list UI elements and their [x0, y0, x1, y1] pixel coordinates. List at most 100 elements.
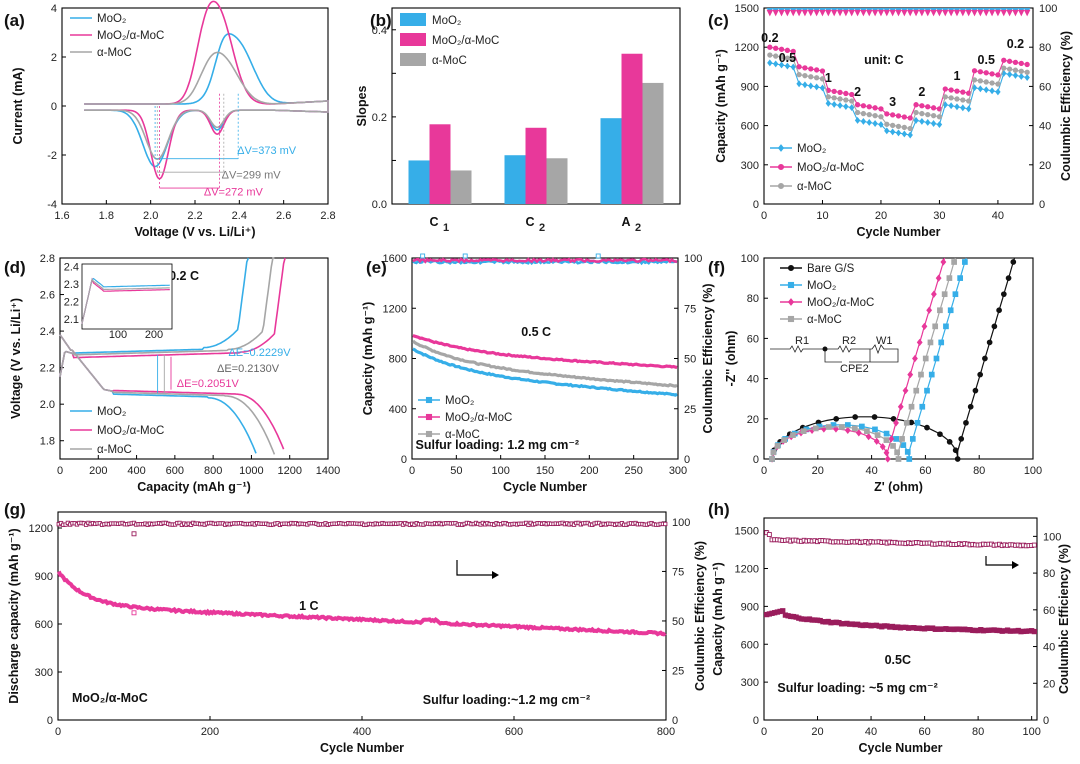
rate-point-comp [890, 112, 896, 118]
annotation-dv-moo2: ΔV=373 mV [237, 145, 297, 157]
nyquist-point-comp [844, 426, 851, 434]
unit-note: unit: C [864, 53, 904, 67]
rate-point-moo2 [884, 127, 890, 135]
y-right-tick-label: 25 [684, 404, 696, 416]
y-right-tick-label: 40 [1039, 121, 1051, 133]
y-right-axis-label: Coulumbic Efficiency (%) [701, 283, 715, 433]
x-tick-label: 800 [657, 726, 675, 738]
axis-arrowhead-g [492, 571, 499, 579]
y-right-tick-label: 0 [1039, 199, 1045, 211]
rate-point-comp [925, 104, 931, 110]
circuit-label: R1 [795, 335, 809, 347]
rate-point-comp [1018, 60, 1024, 67]
x-tick-label: 1400 [316, 465, 340, 477]
rate-label: 1 [825, 71, 832, 85]
rate-point-comp [1006, 58, 1013, 64]
charge-curve-moc [59, 257, 275, 377]
ce-point-comp [830, 9, 838, 17]
rate-point-moc [930, 113, 937, 119]
rate-point-moc [837, 96, 843, 102]
rate-point-moo2 [889, 128, 896, 136]
rate-point-comp [901, 114, 907, 120]
inset-frame [81, 263, 173, 330]
x-tick-label: 50 [450, 465, 462, 477]
nyquist-point-bare [958, 436, 965, 442]
ce-point-comp [795, 9, 803, 17]
nyquist-point-bare [963, 419, 969, 426]
panel-label: (g) [4, 500, 26, 519]
nyquist-point-bare [924, 424, 930, 431]
ce-point-comp [930, 9, 937, 17]
panel-d: 0 200 400 600 800 1000 1200 1400 1.8 2.0 2.2 2.4 2.6… [4, 253, 340, 494]
bar-1-0 [504, 155, 526, 204]
y-axis-label: Capacity (mAh g⁻¹) [361, 302, 375, 416]
category-subscript: 1 [443, 222, 449, 234]
y-tick-label: 100 [741, 253, 759, 265]
rate-label-g: 1 C [299, 599, 318, 613]
nyquist-point-moo2 [900, 442, 907, 448]
charge-curve-comp [59, 257, 286, 377]
nyquist-point-comp [884, 455, 891, 463]
ce-point-comp [842, 9, 850, 17]
nyquist-point-bare [1000, 291, 1007, 298]
inset-y-tick-label: 2.2 [64, 297, 79, 309]
y-right-tick-label: 50 [672, 616, 684, 628]
y-tick-label: 1500 [735, 526, 759, 538]
x-tick-label: 0 [761, 210, 767, 222]
plot-frame [763, 7, 1034, 205]
rate-point-moo2 [995, 88, 1001, 96]
x-tick-label: 100 [1022, 726, 1040, 738]
cycle-capacity-0 [412, 347, 678, 397]
panel-label: (b) [370, 11, 392, 30]
rate-point-comp [802, 65, 808, 71]
panel-label: (c) [708, 11, 729, 30]
plot-frame [57, 511, 667, 721]
y-right-tick-label: 100 [1043, 531, 1061, 543]
ce-point-comp [1000, 9, 1008, 17]
x-tick-label: 0 [57, 465, 63, 477]
x-tick-label: 1200 [277, 465, 301, 477]
rate-point-moo2 [813, 83, 820, 91]
ce-point-comp [918, 9, 926, 17]
rate-point-moc [989, 80, 995, 86]
ce-point-comp [778, 9, 785, 17]
ce-point-comp [971, 9, 978, 17]
nyquist-point-comp [912, 354, 918, 363]
x-tick-label: 800 [204, 465, 222, 477]
nyquist-point-bare [954, 456, 961, 462]
ce-point-comp [936, 9, 943, 17]
y-tick-label: 80 [747, 293, 759, 305]
rate-point-comp [878, 106, 884, 112]
rate-point-moo2 [872, 120, 878, 127]
x-tick-label: 2.8 [320, 210, 335, 222]
annotation-de-comp: ΔE=0.2051V [177, 378, 240, 390]
y-tick-label: 600 [741, 121, 759, 133]
x-tick-label: 20 [811, 726, 823, 738]
y-tick-label: 400 [389, 404, 407, 416]
nyquist-point-comp [883, 449, 890, 457]
nyquist-point-moo2 [872, 426, 878, 433]
rate-point-moo2 [1006, 70, 1013, 78]
nyquist-point-bare [967, 403, 974, 410]
x-tick-label: 600 [166, 465, 184, 477]
annotation-de-moc: ΔE=0.2130V [217, 363, 280, 375]
y-right-tick-label: 25 [672, 665, 684, 677]
x-tick-label: 20 [812, 465, 824, 477]
nyquist-point-bare [852, 414, 859, 420]
rate-point-moo2 [907, 131, 913, 139]
rate-point-comp [884, 111, 890, 117]
bar-2-0 [600, 118, 622, 204]
rate-point-moo2 [802, 81, 808, 89]
ce-point-comp [994, 9, 1002, 17]
nyquist-point-moc [790, 432, 796, 438]
rate-point-moc [890, 122, 896, 128]
rate-point-comp [983, 70, 989, 76]
y-tick-label: 800 [389, 354, 407, 366]
x-axis-label: Cycle Number [856, 225, 940, 239]
rate-point-comp [819, 68, 826, 74]
legend-a-moo2-text: MoO₂ [97, 13, 126, 25]
circuit-label: CPE2 [840, 363, 869, 375]
nyquist-point-comp [833, 425, 839, 433]
y-tick-label: 0 [47, 715, 53, 727]
ce-point-comp [871, 9, 879, 17]
